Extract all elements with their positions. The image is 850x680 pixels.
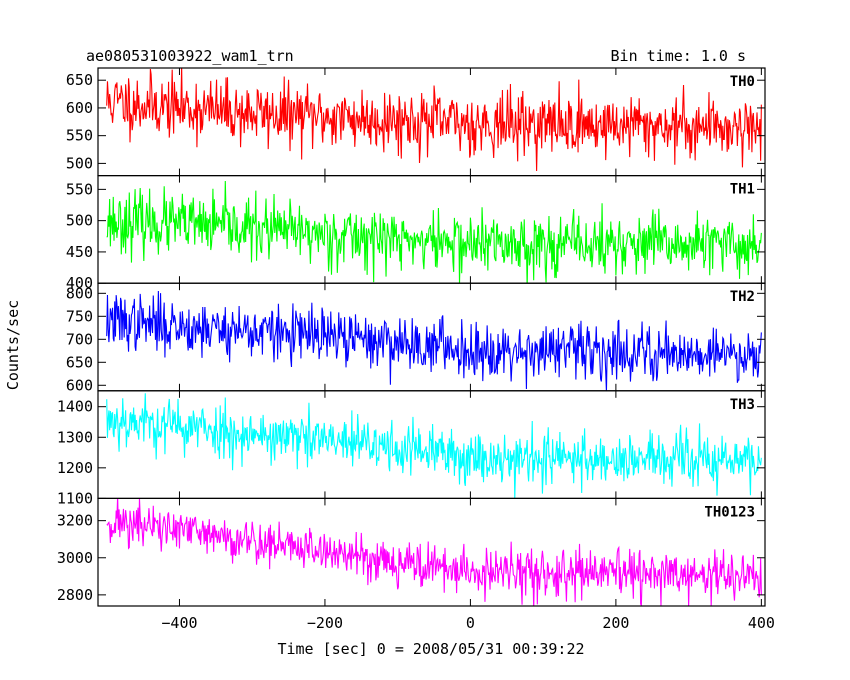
y-tick-label: 1300 <box>57 428 93 446</box>
y-tick-label: 750 <box>66 307 93 325</box>
chart-title: ae080531003922_wam1_trn <box>86 47 294 65</box>
panel-label: TH0 <box>730 74 755 90</box>
panel-label: TH2 <box>730 289 755 305</box>
series-th0 <box>106 68 762 171</box>
x-axis-label: Time [sec] 0 = 2008/05/31 00:39:22 <box>277 640 584 658</box>
panel-th3: 1100 1200 1300 1400 TH3 <box>57 390 766 507</box>
panel-label: TH3 <box>730 397 755 413</box>
y-tick-label: 650 <box>66 71 93 89</box>
y-tick-label: 800 <box>66 284 93 302</box>
y-tick-label: 650 <box>66 353 93 371</box>
panel-frame <box>97 497 766 607</box>
y-tick-label: 600 <box>66 376 93 394</box>
y-axis-label: Counts/sec <box>4 300 22 390</box>
y-tick-label: 500 <box>66 212 93 230</box>
series-th3 <box>106 393 762 499</box>
x-tick-label: 200 <box>602 614 629 632</box>
panels-group: 500 550 600 650 TH0 400 450 500 550 TH1 600 650 700 7… <box>57 67 775 632</box>
series-th0123 <box>106 498 762 606</box>
bin-time-label: Bin time: 1.0 s <box>611 47 746 65</box>
y-tick-label: 550 <box>66 180 93 198</box>
x-tick-label: 400 <box>748 614 775 632</box>
y-tick-label: 3200 <box>57 512 93 530</box>
y-tick-label: 550 <box>66 127 93 145</box>
y-tick-label: 700 <box>66 330 93 348</box>
series-th1 <box>106 181 762 284</box>
x-tick-label: 0 <box>466 614 475 632</box>
series-th2 <box>106 290 762 391</box>
panel-th0: 500 550 600 650 TH0 <box>66 67 766 177</box>
y-tick-label: 3000 <box>57 549 93 567</box>
y-tick-label: 2800 <box>57 586 93 604</box>
y-tick-label: 1400 <box>57 398 93 416</box>
panel-th1: 400 450 500 550 TH1 <box>66 175 766 292</box>
y-tick-label: 1200 <box>57 459 93 477</box>
y-tick-label: 400 <box>66 274 93 292</box>
y-tick-label: 600 <box>66 99 93 117</box>
y-tick-label: 500 <box>66 154 93 172</box>
panel-th2: 600 650 700 750 800 TH2 <box>66 282 766 394</box>
panel-label: TH0123 <box>704 504 755 520</box>
panel-label: TH1 <box>730 182 755 198</box>
panel-th0123: 2800 3000 3200 TH0123 <box>57 497 766 607</box>
x-tick-label: −200 <box>307 614 343 632</box>
y-tick-label: 450 <box>66 243 93 261</box>
y-tick-label: 1100 <box>57 489 93 507</box>
x-tick-label: −400 <box>161 614 197 632</box>
